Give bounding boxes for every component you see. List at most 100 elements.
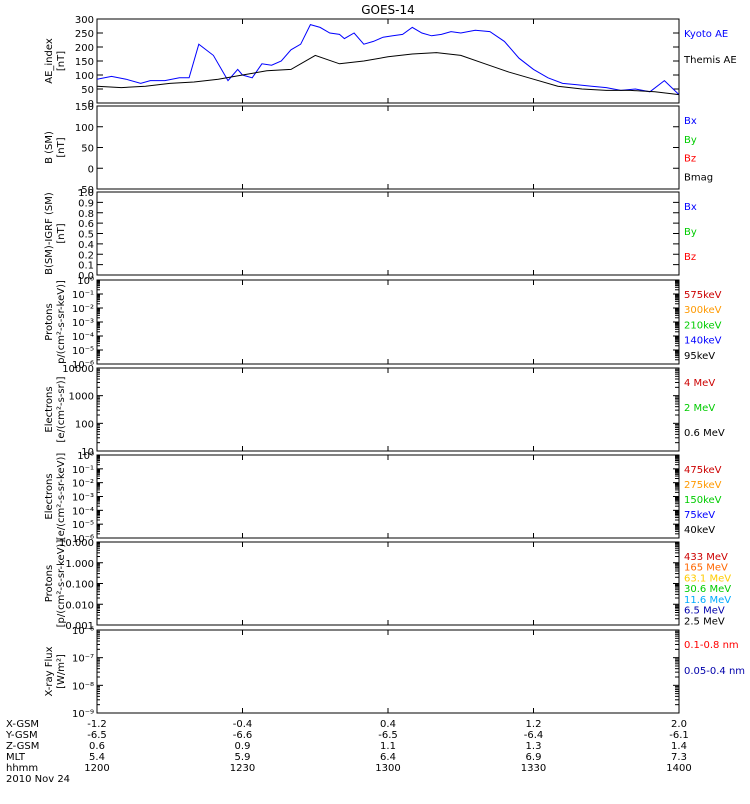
legend-entry: 275keV <box>684 480 722 491</box>
ytick-label: 10⁻⁶ <box>72 360 94 371</box>
footer-row-label: hhmm <box>6 763 38 774</box>
footer-row-label: MLT <box>6 752 26 763</box>
ytick-label: 0.8 <box>78 209 94 220</box>
ytick-label: 10⁻⁴ <box>72 332 94 343</box>
ytick-label: 250 <box>75 29 94 40</box>
ylabel-line: Electrons <box>44 386 55 432</box>
legend-entry: 165 MeV <box>684 563 728 574</box>
ytick-label: -50 <box>78 185 94 196</box>
ytick-label: 100 <box>75 71 94 82</box>
ylabel-line: B(SM)-IGRF (SM) <box>44 192 55 275</box>
panel-frame-xray <box>96 629 680 714</box>
legend-entry: 75keV <box>684 510 715 521</box>
footer-value: -6.5 <box>87 730 107 741</box>
ytick-label: 10.000 <box>59 538 94 549</box>
legend-entry: 4 MeV <box>684 378 715 389</box>
footer-value: 2.0 <box>671 719 687 730</box>
footer-value: 1.3 <box>526 741 542 752</box>
legend-entry: Themis AE <box>683 55 737 66</box>
ytick-label: 10⁻³ <box>72 493 94 504</box>
ytick-label: 10⁻⁸ <box>72 681 94 692</box>
ytick-label: 10 <box>81 447 94 458</box>
ytick-label: 0.2 <box>78 250 94 261</box>
ytick-label: 10⁻⁹ <box>72 709 94 720</box>
ylabel-line: B (SM) <box>44 131 55 164</box>
footer-row-label: X-GSM <box>6 719 39 730</box>
ytick-label: 0.6 <box>78 219 94 230</box>
legend-entry: 300keV <box>684 305 722 316</box>
ylabel-line: [p/(cm²-s-sr-keV)] <box>56 540 67 628</box>
footer-value: 1.4 <box>671 741 687 752</box>
ytick-label: 100 <box>75 419 94 430</box>
panel-frame-protons1 <box>96 279 680 365</box>
footer-value: 0.4 <box>380 719 396 730</box>
legend-entry: Bx <box>684 202 697 213</box>
ytick-label: 200 <box>75 43 94 54</box>
legend-entry: 2.5 MeV <box>684 616 725 627</box>
ytick-label: 10⁻³ <box>72 318 94 329</box>
ytick-label: 0 <box>88 164 94 175</box>
legend-entry: 0.1-0.8 nm <box>684 640 739 651</box>
legend-entry: 6.5 MeV <box>684 606 725 617</box>
legend-entry: Bz <box>684 252 696 263</box>
footer-value: 6.9 <box>526 752 542 763</box>
ytick-label: 100 <box>75 123 94 134</box>
legend-entry: By <box>684 227 697 238</box>
panel-frame-protons2 <box>96 541 680 626</box>
footer-value: -6.5 <box>378 730 398 741</box>
ytick-label: 0.9 <box>78 198 94 209</box>
footer-value: 1300 <box>375 763 400 774</box>
legend-entry: 0.05-0.4 nm <box>684 666 745 677</box>
ylabel-line: [e/(cm²-s-sr)] <box>56 376 67 442</box>
ytick-label: 10⁻² <box>72 304 94 315</box>
legend-entry: 30.6 MeV <box>684 584 731 595</box>
ylabel-line: [e/(cm²-s-sr-keV)] <box>56 453 67 541</box>
ylabel-line: [W/m²] <box>56 654 67 689</box>
ytick-label: 10⁻⁵ <box>72 520 94 531</box>
legend-entry: 63.1 MeV <box>684 573 731 584</box>
footer-value: 5.4 <box>89 752 105 763</box>
ytick-label: 0.010 <box>65 600 94 611</box>
ytick-label: 1000 <box>69 392 94 403</box>
footer-value: 1200 <box>84 763 109 774</box>
ylabel-line: Protons <box>44 303 55 340</box>
panel-frame-b <box>96 105 680 190</box>
panel-frame-electrons2 <box>96 454 680 539</box>
legend-entry: 40keV <box>684 525 715 536</box>
ytick-label: 1.000 <box>65 559 94 570</box>
ytick-label: 10⁰ <box>77 451 94 462</box>
ytick-label: 10⁻¹ <box>72 290 94 301</box>
footer-value: 7.3 <box>671 752 687 763</box>
legend-entry: 575keV <box>684 290 722 301</box>
legend-entry: 0.6 MeV <box>684 428 725 439</box>
series-line-themis-ae <box>96 52 680 96</box>
footer-value: 0.9 <box>235 741 251 752</box>
ytick-label: 0.1 <box>78 261 94 272</box>
footer-row-label: Y-GSM <box>5 730 38 741</box>
ytick-label: 0 <box>88 99 94 110</box>
panel-frame-bd <box>96 191 680 276</box>
ylabel-line: [nT] <box>56 137 67 157</box>
footer-value: -6.6 <box>233 730 253 741</box>
ytick-label: 1.0 <box>78 188 94 199</box>
footer-value: -0.4 <box>233 719 253 730</box>
legend-entry: 475keV <box>684 465 722 476</box>
ytick-label: 10⁻⁶ <box>72 626 94 637</box>
ytick-label: 10⁰ <box>77 276 94 287</box>
ytick-label: 10⁻⁵ <box>72 346 94 357</box>
legend-entry: Bz <box>684 154 696 165</box>
ytick-label: 0.4 <box>78 240 94 251</box>
ylabel-line: p/(cm²-s-sr-keV)] <box>56 280 67 364</box>
ylabel-line: AE_index <box>44 38 55 84</box>
legend-entry: 210keV <box>684 320 722 331</box>
legend-entry: Bx <box>684 116 697 127</box>
legend-entry: By <box>684 135 697 146</box>
ytick-label: 10⁻¹ <box>72 465 94 476</box>
ylabel-line: Protons <box>44 565 55 602</box>
ylabel-line: [nT] <box>56 223 67 243</box>
ytick-label: 10⁻⁶ <box>72 534 94 545</box>
ytick-label: 300 <box>75 15 94 26</box>
footer-value: 1400 <box>666 763 691 774</box>
ylabel-line: Electrons <box>44 473 55 519</box>
